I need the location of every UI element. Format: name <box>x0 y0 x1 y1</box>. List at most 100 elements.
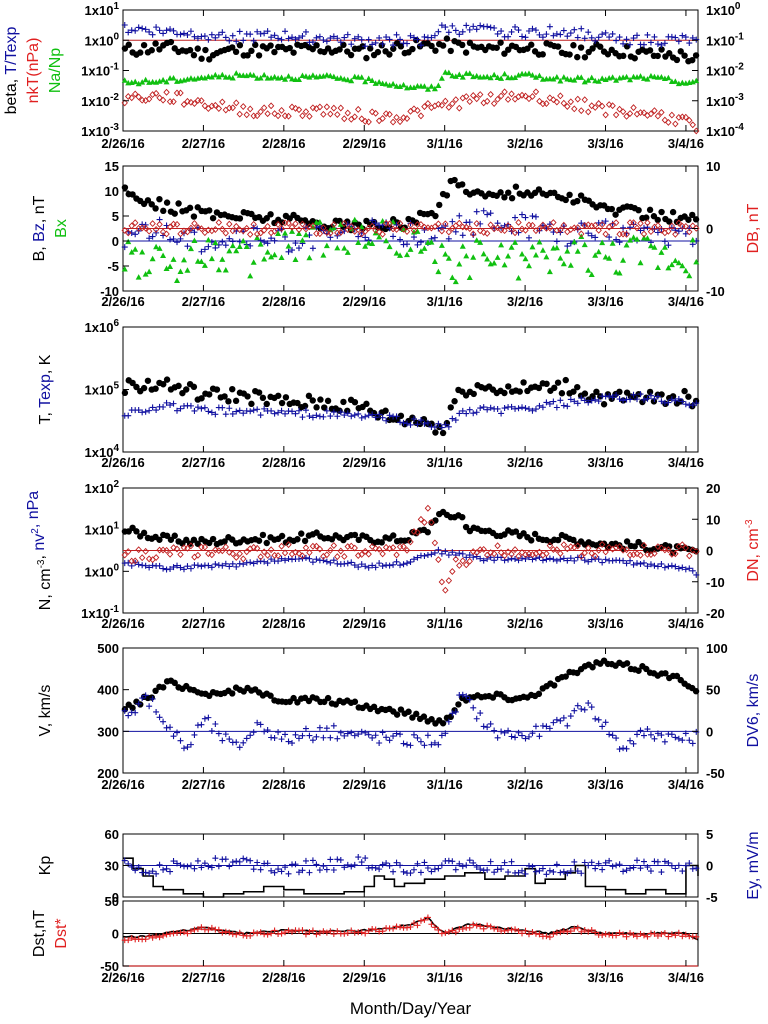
db-point <box>212 226 219 233</box>
bx-point <box>438 242 445 248</box>
na_np-point <box>644 76 651 82</box>
nv2-point <box>369 562 376 569</box>
bz-point <box>390 233 397 240</box>
y-tick-label: 1x10-1 <box>81 604 119 621</box>
dn-point <box>264 551 271 559</box>
dn-point <box>135 546 142 554</box>
series-kp <box>123 857 699 898</box>
texp-point <box>407 421 414 428</box>
dst_star-point <box>344 930 351 937</box>
ey-point <box>397 862 404 869</box>
v-point <box>551 682 558 689</box>
texp-point <box>365 412 372 419</box>
x-tick-label: 2/28/16 <box>262 294 305 309</box>
db-point <box>306 223 313 231</box>
b-point <box>692 216 700 223</box>
nkt-point <box>578 107 585 115</box>
nv2-point <box>470 554 477 561</box>
nkt-point <box>152 89 160 97</box>
t_texp-point <box>442 24 449 31</box>
db-point <box>194 223 202 231</box>
nkt-point <box>623 112 630 120</box>
ey-point <box>519 867 526 874</box>
t_texp-point <box>390 42 397 49</box>
beta-point <box>229 44 236 51</box>
ey-point <box>410 866 417 873</box>
nv2-point <box>640 559 647 566</box>
bx-point <box>668 261 675 268</box>
bx-point <box>407 246 414 252</box>
dn-point <box>410 528 418 536</box>
na_np-point <box>365 75 372 81</box>
dv6-point <box>435 741 442 748</box>
db-point <box>236 226 243 234</box>
n-point <box>156 536 163 543</box>
t_texp-point <box>431 32 438 39</box>
na_np-point <box>484 73 491 80</box>
nkt-point <box>135 93 142 101</box>
ey-point <box>637 865 644 872</box>
bz-point <box>665 242 672 249</box>
nv2-point <box>250 560 257 567</box>
n-point <box>255 537 263 544</box>
dv6-point <box>187 741 194 748</box>
na_np-point <box>390 80 397 87</box>
ey-point <box>599 866 606 873</box>
bz-point <box>456 212 463 219</box>
n-point <box>328 536 336 543</box>
dst_star-point <box>369 925 376 932</box>
nkt-point <box>285 112 292 120</box>
b-point <box>501 194 508 201</box>
bz-point <box>602 218 609 225</box>
dn-point <box>403 546 411 554</box>
nkt-point <box>410 105 418 113</box>
nv2-point <box>644 563 651 570</box>
dv6-point <box>634 731 641 738</box>
beta-point <box>271 48 278 56</box>
nv2-point <box>313 556 320 563</box>
v-point <box>420 713 428 720</box>
dv6-point <box>397 731 404 738</box>
dst_star-point <box>362 930 369 937</box>
db-point <box>633 224 641 232</box>
texp-point <box>208 409 215 416</box>
texp-point <box>219 404 226 411</box>
beta-point <box>428 42 435 50</box>
y-tick-label: 5 <box>112 209 119 224</box>
beta-point <box>681 52 688 59</box>
ey-point <box>647 868 654 875</box>
texp-point <box>665 399 672 406</box>
na_np-point <box>431 85 438 92</box>
na_np-point <box>501 70 508 77</box>
bx-point <box>595 248 602 255</box>
ey-point <box>574 868 581 875</box>
dv6-point <box>543 723 550 730</box>
dv6-point <box>390 733 397 740</box>
bx-point <box>404 251 411 258</box>
db-point <box>156 220 163 228</box>
t_texp-point <box>647 39 654 46</box>
dv6-point <box>585 700 592 707</box>
t_texp-point <box>505 33 512 40</box>
series-bx <box>121 216 700 285</box>
t_texp-point <box>634 32 641 39</box>
t-point <box>309 397 316 404</box>
t_texp-point <box>383 34 390 41</box>
nkt-point <box>452 96 460 104</box>
dn-point <box>543 550 550 558</box>
t_texp-point <box>512 23 519 30</box>
y-tick-label: -50 <box>100 959 119 974</box>
dv6-point <box>407 742 414 749</box>
nkt-point <box>253 112 261 120</box>
y-tick-label: 50 <box>105 894 119 909</box>
y-tick-label: 0 <box>112 927 119 942</box>
y2-label: DB, nT <box>745 203 762 253</box>
ey-point <box>445 857 452 864</box>
nv2-point <box>320 557 327 564</box>
dv6-point <box>160 718 167 725</box>
dst_star-point <box>438 930 445 937</box>
bz-point <box>661 238 668 245</box>
db-point <box>581 222 588 230</box>
x-tick-label: 3/1/16 <box>427 455 463 470</box>
bx-point <box>261 256 268 262</box>
